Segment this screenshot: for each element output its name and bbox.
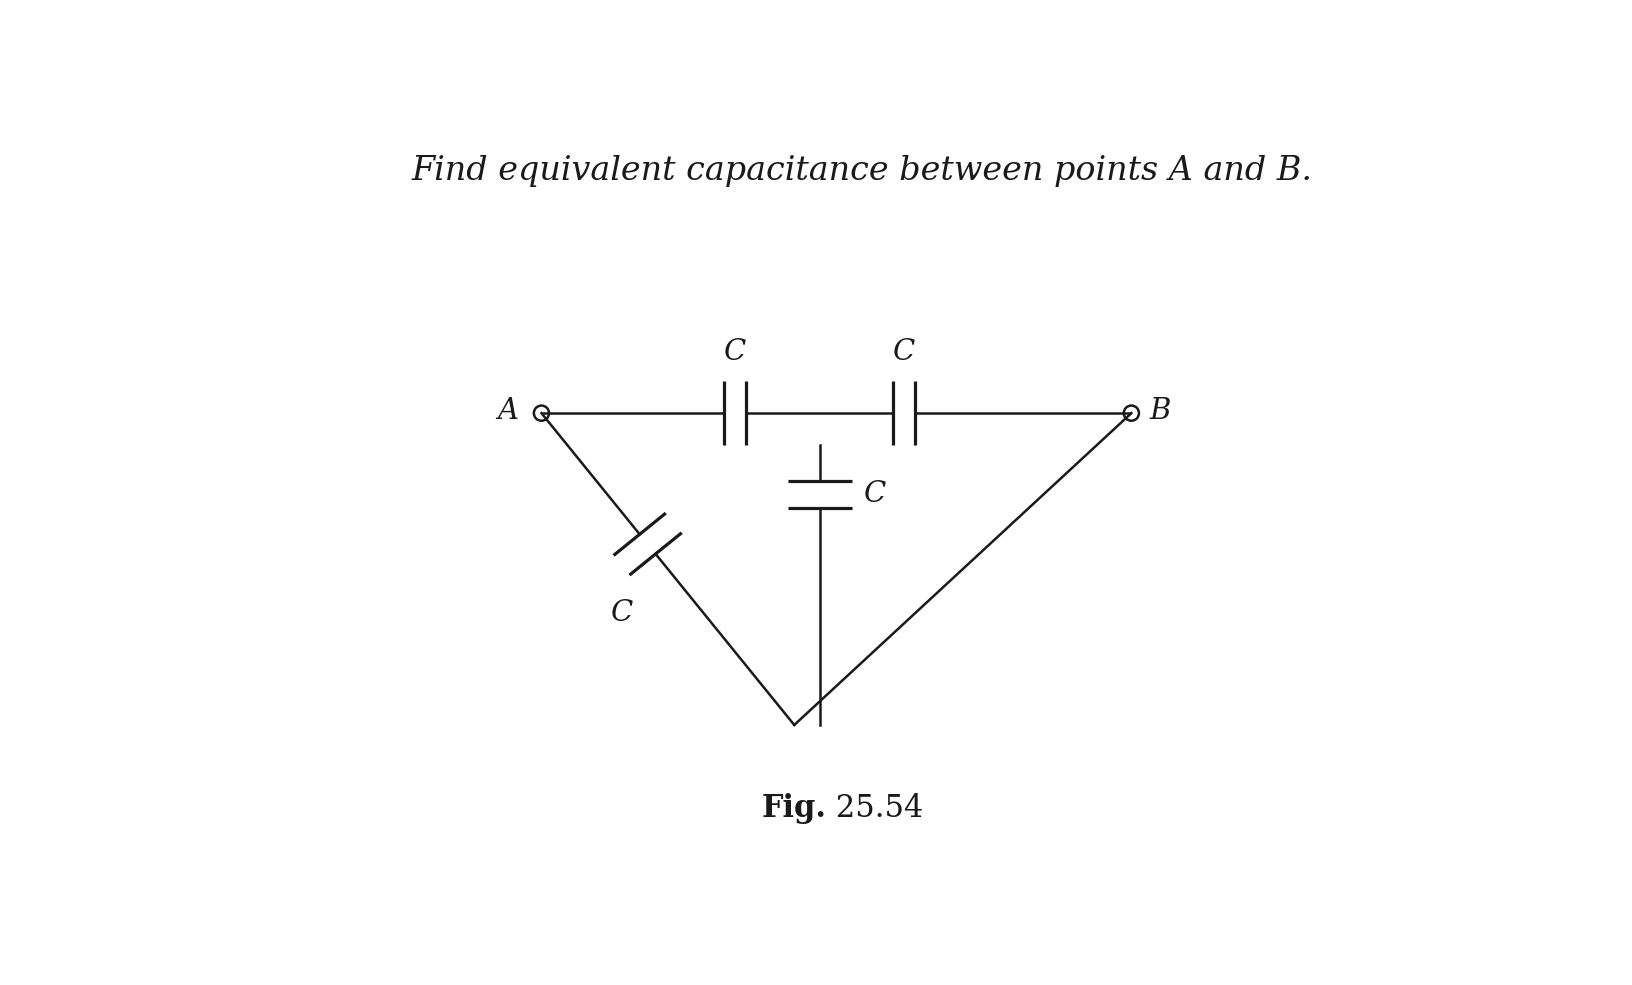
Text: C: C [893,338,916,366]
Text: Find equivalent capacitance between points A and B.: Find equivalent capacitance between poin… [411,156,1312,187]
Text: Fig.: Fig. [761,793,826,823]
Text: A: A [496,398,517,426]
Text: 25.54: 25.54 [826,793,924,823]
Text: B: B [1151,398,1172,426]
Text: C: C [610,600,633,627]
Text: C: C [725,338,746,366]
Text: C: C [865,480,886,508]
